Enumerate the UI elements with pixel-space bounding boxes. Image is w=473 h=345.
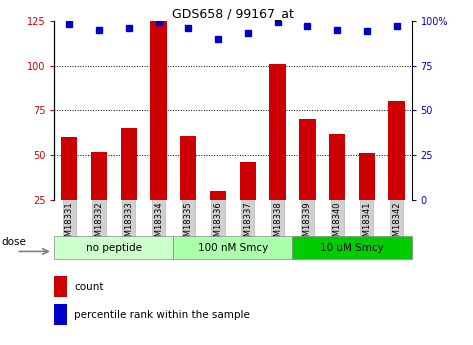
Text: dose: dose — [1, 237, 26, 247]
FancyBboxPatch shape — [292, 236, 412, 259]
Bar — [150, 19, 167, 245]
FancyBboxPatch shape — [54, 236, 174, 259]
Bar — [299, 119, 315, 245]
Bar — [270, 64, 286, 245]
Bar — [240, 162, 256, 245]
Bar — [91, 152, 107, 245]
Bar — [54, 304, 67, 325]
Bar — [61, 137, 78, 245]
Text: count: count — [74, 282, 104, 292]
Text: percentile rank within the sample: percentile rank within the sample — [74, 309, 250, 319]
Bar — [359, 154, 375, 245]
Bar — [210, 191, 226, 245]
Text: 100 nM Smcy: 100 nM Smcy — [198, 243, 268, 253]
Bar — [329, 134, 345, 245]
Title: GDS658 / 99167_at: GDS658 / 99167_at — [172, 7, 294, 20]
Bar — [388, 101, 405, 245]
FancyBboxPatch shape — [174, 236, 292, 259]
Bar — [180, 136, 196, 245]
Bar — [54, 276, 67, 297]
Text: no peptide: no peptide — [86, 243, 142, 253]
Text: 10 uM Smcy: 10 uM Smcy — [320, 243, 384, 253]
Bar — [121, 128, 137, 245]
